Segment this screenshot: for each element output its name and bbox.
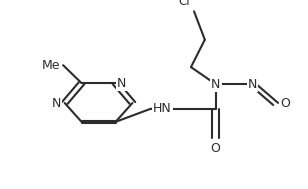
Text: N: N [211, 78, 220, 91]
Text: N: N [248, 78, 257, 91]
Text: O: O [211, 142, 221, 155]
Text: N: N [117, 77, 126, 90]
Text: O: O [280, 98, 290, 110]
Text: N: N [52, 97, 61, 109]
Text: Me: Me [42, 59, 60, 72]
Text: Cl: Cl [179, 0, 190, 8]
Text: HN: HN [153, 102, 172, 115]
